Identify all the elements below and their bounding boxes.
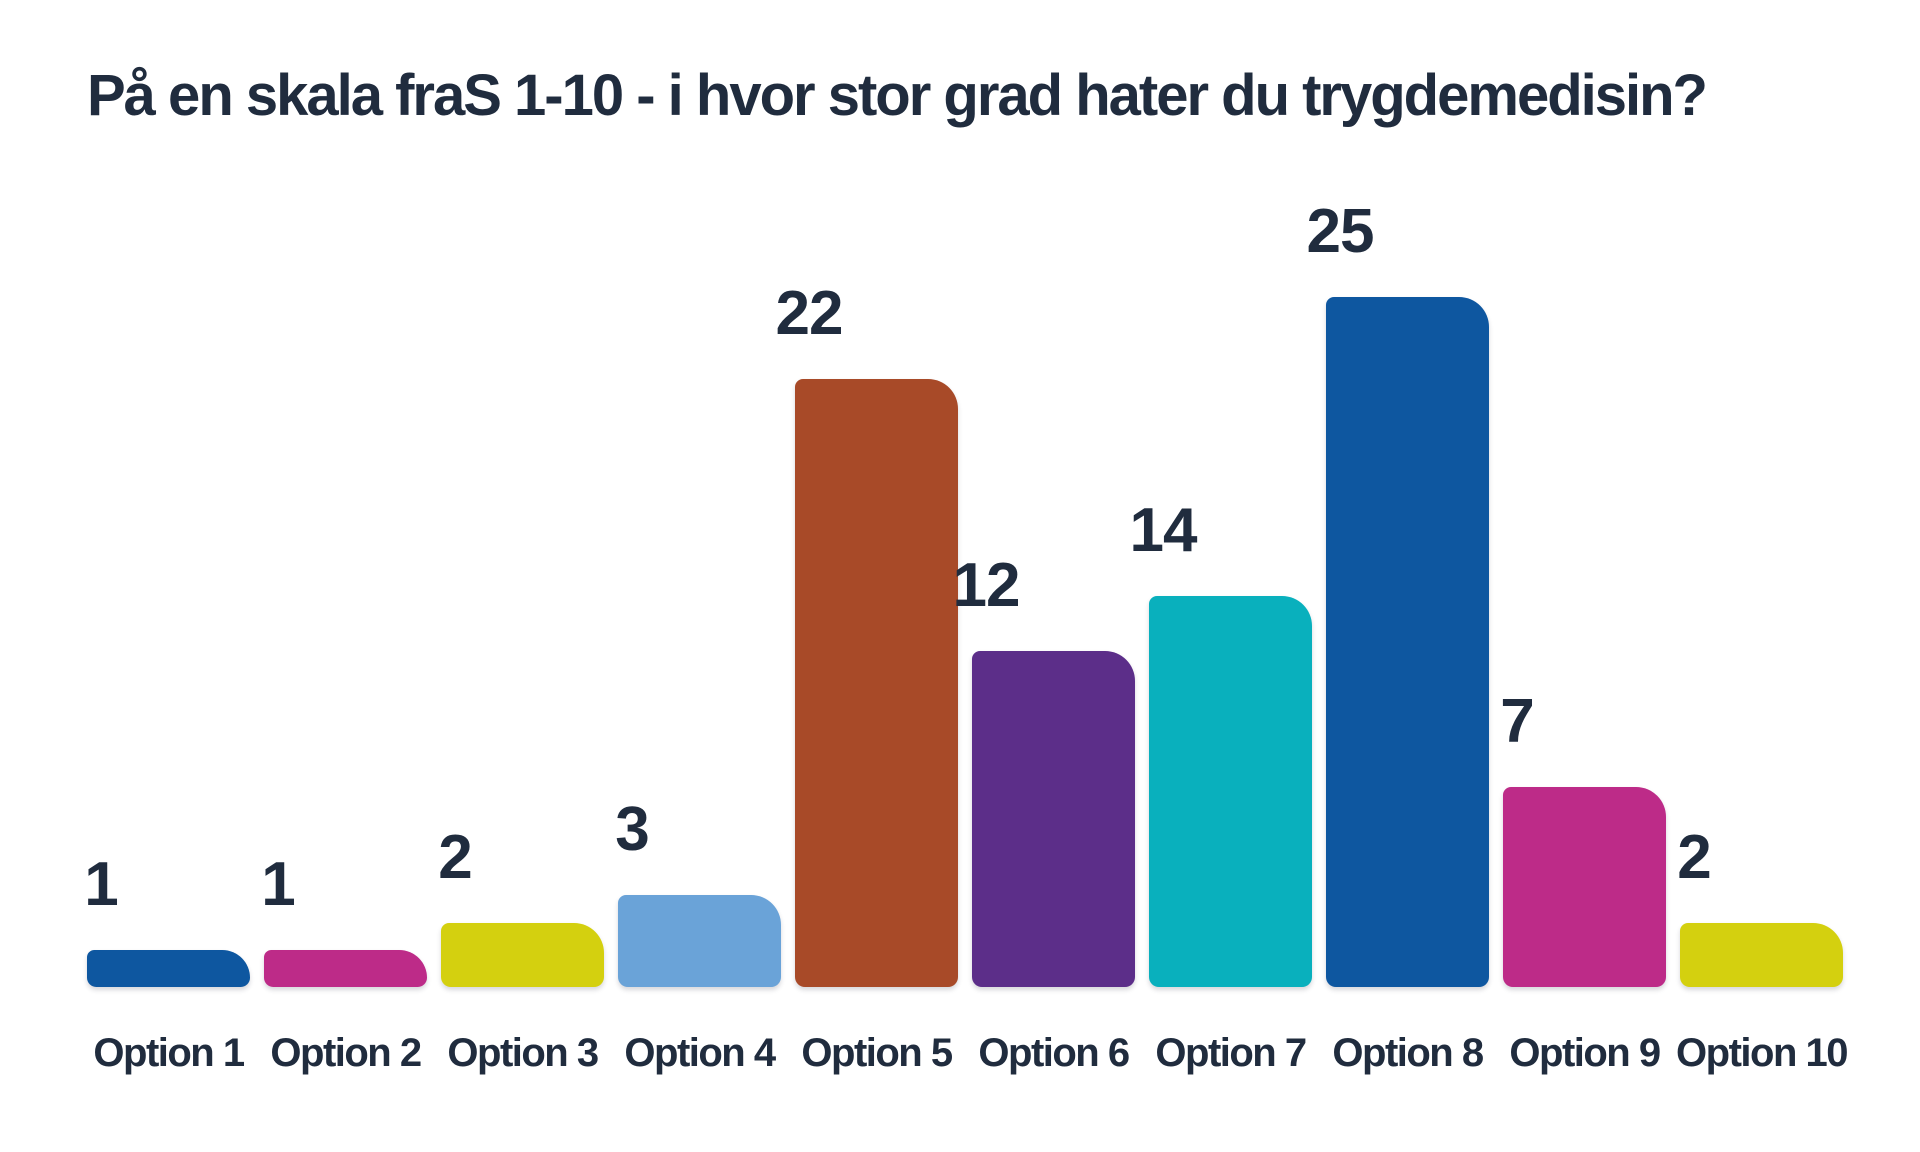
bar-value-label: 7 (1500, 686, 1534, 756)
bar-value-label: 22 (775, 278, 844, 348)
chart-title: På en skala fraS 1-10 - i hvor stor grad… (87, 63, 1708, 128)
bar-value-label: 12 (952, 550, 1021, 620)
bar (87, 949, 250, 987)
bar-value-label: 1 (84, 849, 118, 919)
bar-chart: 1 Option 1 1 Option 2 2 Option 3 3 Option 4 22 Op… (84, 201, 1848, 1074)
category-label: Option 6 (978, 1031, 1130, 1075)
bar (1326, 297, 1489, 987)
bar-column: 3 Option 4 (615, 799, 781, 1073)
bar-column: 1 Option 1 (84, 853, 250, 1073)
bar (795, 378, 958, 987)
bar-value-label: 14 (1129, 496, 1198, 566)
category-label: Option 5 (801, 1031, 953, 1075)
bar-column: 25 Option 8 (1307, 201, 1489, 1073)
bar (441, 922, 604, 987)
category-label: Option 4 (624, 1031, 776, 1075)
category-label: Option 7 (1155, 1031, 1307, 1075)
bar (618, 895, 781, 987)
bar-column: 14 Option 7 (1130, 500, 1312, 1073)
bar-value-label: 3 (615, 795, 649, 865)
category-label: Option 3 (447, 1031, 599, 1075)
bar-value-label: 25 (1306, 197, 1375, 266)
bar (1503, 786, 1666, 987)
bar-column: 2 Option 3 (438, 826, 604, 1073)
bar-column: 1 Option 2 (261, 853, 427, 1073)
bar (972, 650, 1135, 987)
bar (1680, 922, 1843, 987)
bar (264, 949, 427, 987)
category-label: Option 10 (1676, 1031, 1848, 1075)
category-label: Option 2 (270, 1031, 422, 1075)
bar-column: 22 Option 5 (776, 282, 958, 1073)
bar (1149, 596, 1312, 987)
bar-column: 7 Option 9 (1500, 690, 1666, 1073)
bar-value-label: 2 (1677, 822, 1711, 892)
category-label: Option 9 (1509, 1031, 1661, 1075)
category-label: Option 1 (93, 1031, 245, 1075)
bar-column: 12 Option 6 (953, 554, 1135, 1073)
bar-value-label: 2 (438, 822, 472, 892)
category-label: Option 8 (1332, 1031, 1484, 1075)
bar-value-label: 1 (261, 849, 295, 919)
bar-column: 2 Option 10 (1676, 826, 1848, 1073)
